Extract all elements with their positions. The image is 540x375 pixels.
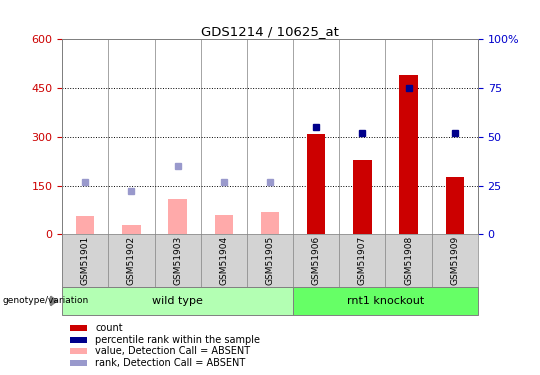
- Text: rank, Detection Call = ABSENT: rank, Detection Call = ABSENT: [96, 358, 246, 368]
- Text: GSM51901: GSM51901: [80, 236, 90, 285]
- Bar: [307, 134, 326, 234]
- Text: GSM51907: GSM51907: [358, 236, 367, 285]
- Bar: [446, 177, 464, 234]
- Bar: [62, 287, 293, 315]
- Text: GSM51902: GSM51902: [127, 236, 136, 285]
- Bar: [70, 337, 87, 343]
- Text: rnt1 knockout: rnt1 knockout: [347, 296, 424, 306]
- Bar: [168, 199, 187, 234]
- Text: genotype/variation: genotype/variation: [3, 296, 89, 305]
- Bar: [214, 215, 233, 234]
- Bar: [293, 287, 478, 315]
- Text: GSM51909: GSM51909: [450, 236, 460, 285]
- Text: wild type: wild type: [152, 296, 203, 306]
- Text: GSM51903: GSM51903: [173, 236, 182, 285]
- Bar: [70, 348, 87, 354]
- Bar: [76, 216, 94, 234]
- Text: percentile rank within the sample: percentile rank within the sample: [96, 335, 260, 345]
- Text: value, Detection Call = ABSENT: value, Detection Call = ABSENT: [96, 346, 251, 356]
- Bar: [70, 325, 87, 332]
- Bar: [261, 211, 279, 234]
- Title: GDS1214 / 10625_at: GDS1214 / 10625_at: [201, 25, 339, 38]
- Text: GSM51905: GSM51905: [266, 236, 274, 285]
- Text: GSM51906: GSM51906: [312, 236, 321, 285]
- Bar: [70, 360, 87, 366]
- Text: GSM51908: GSM51908: [404, 236, 413, 285]
- Bar: [353, 160, 372, 234]
- FancyArrow shape: [50, 296, 57, 306]
- Bar: [400, 75, 418, 234]
- Text: count: count: [96, 323, 123, 333]
- Text: GSM51904: GSM51904: [219, 236, 228, 285]
- Bar: [122, 225, 140, 234]
